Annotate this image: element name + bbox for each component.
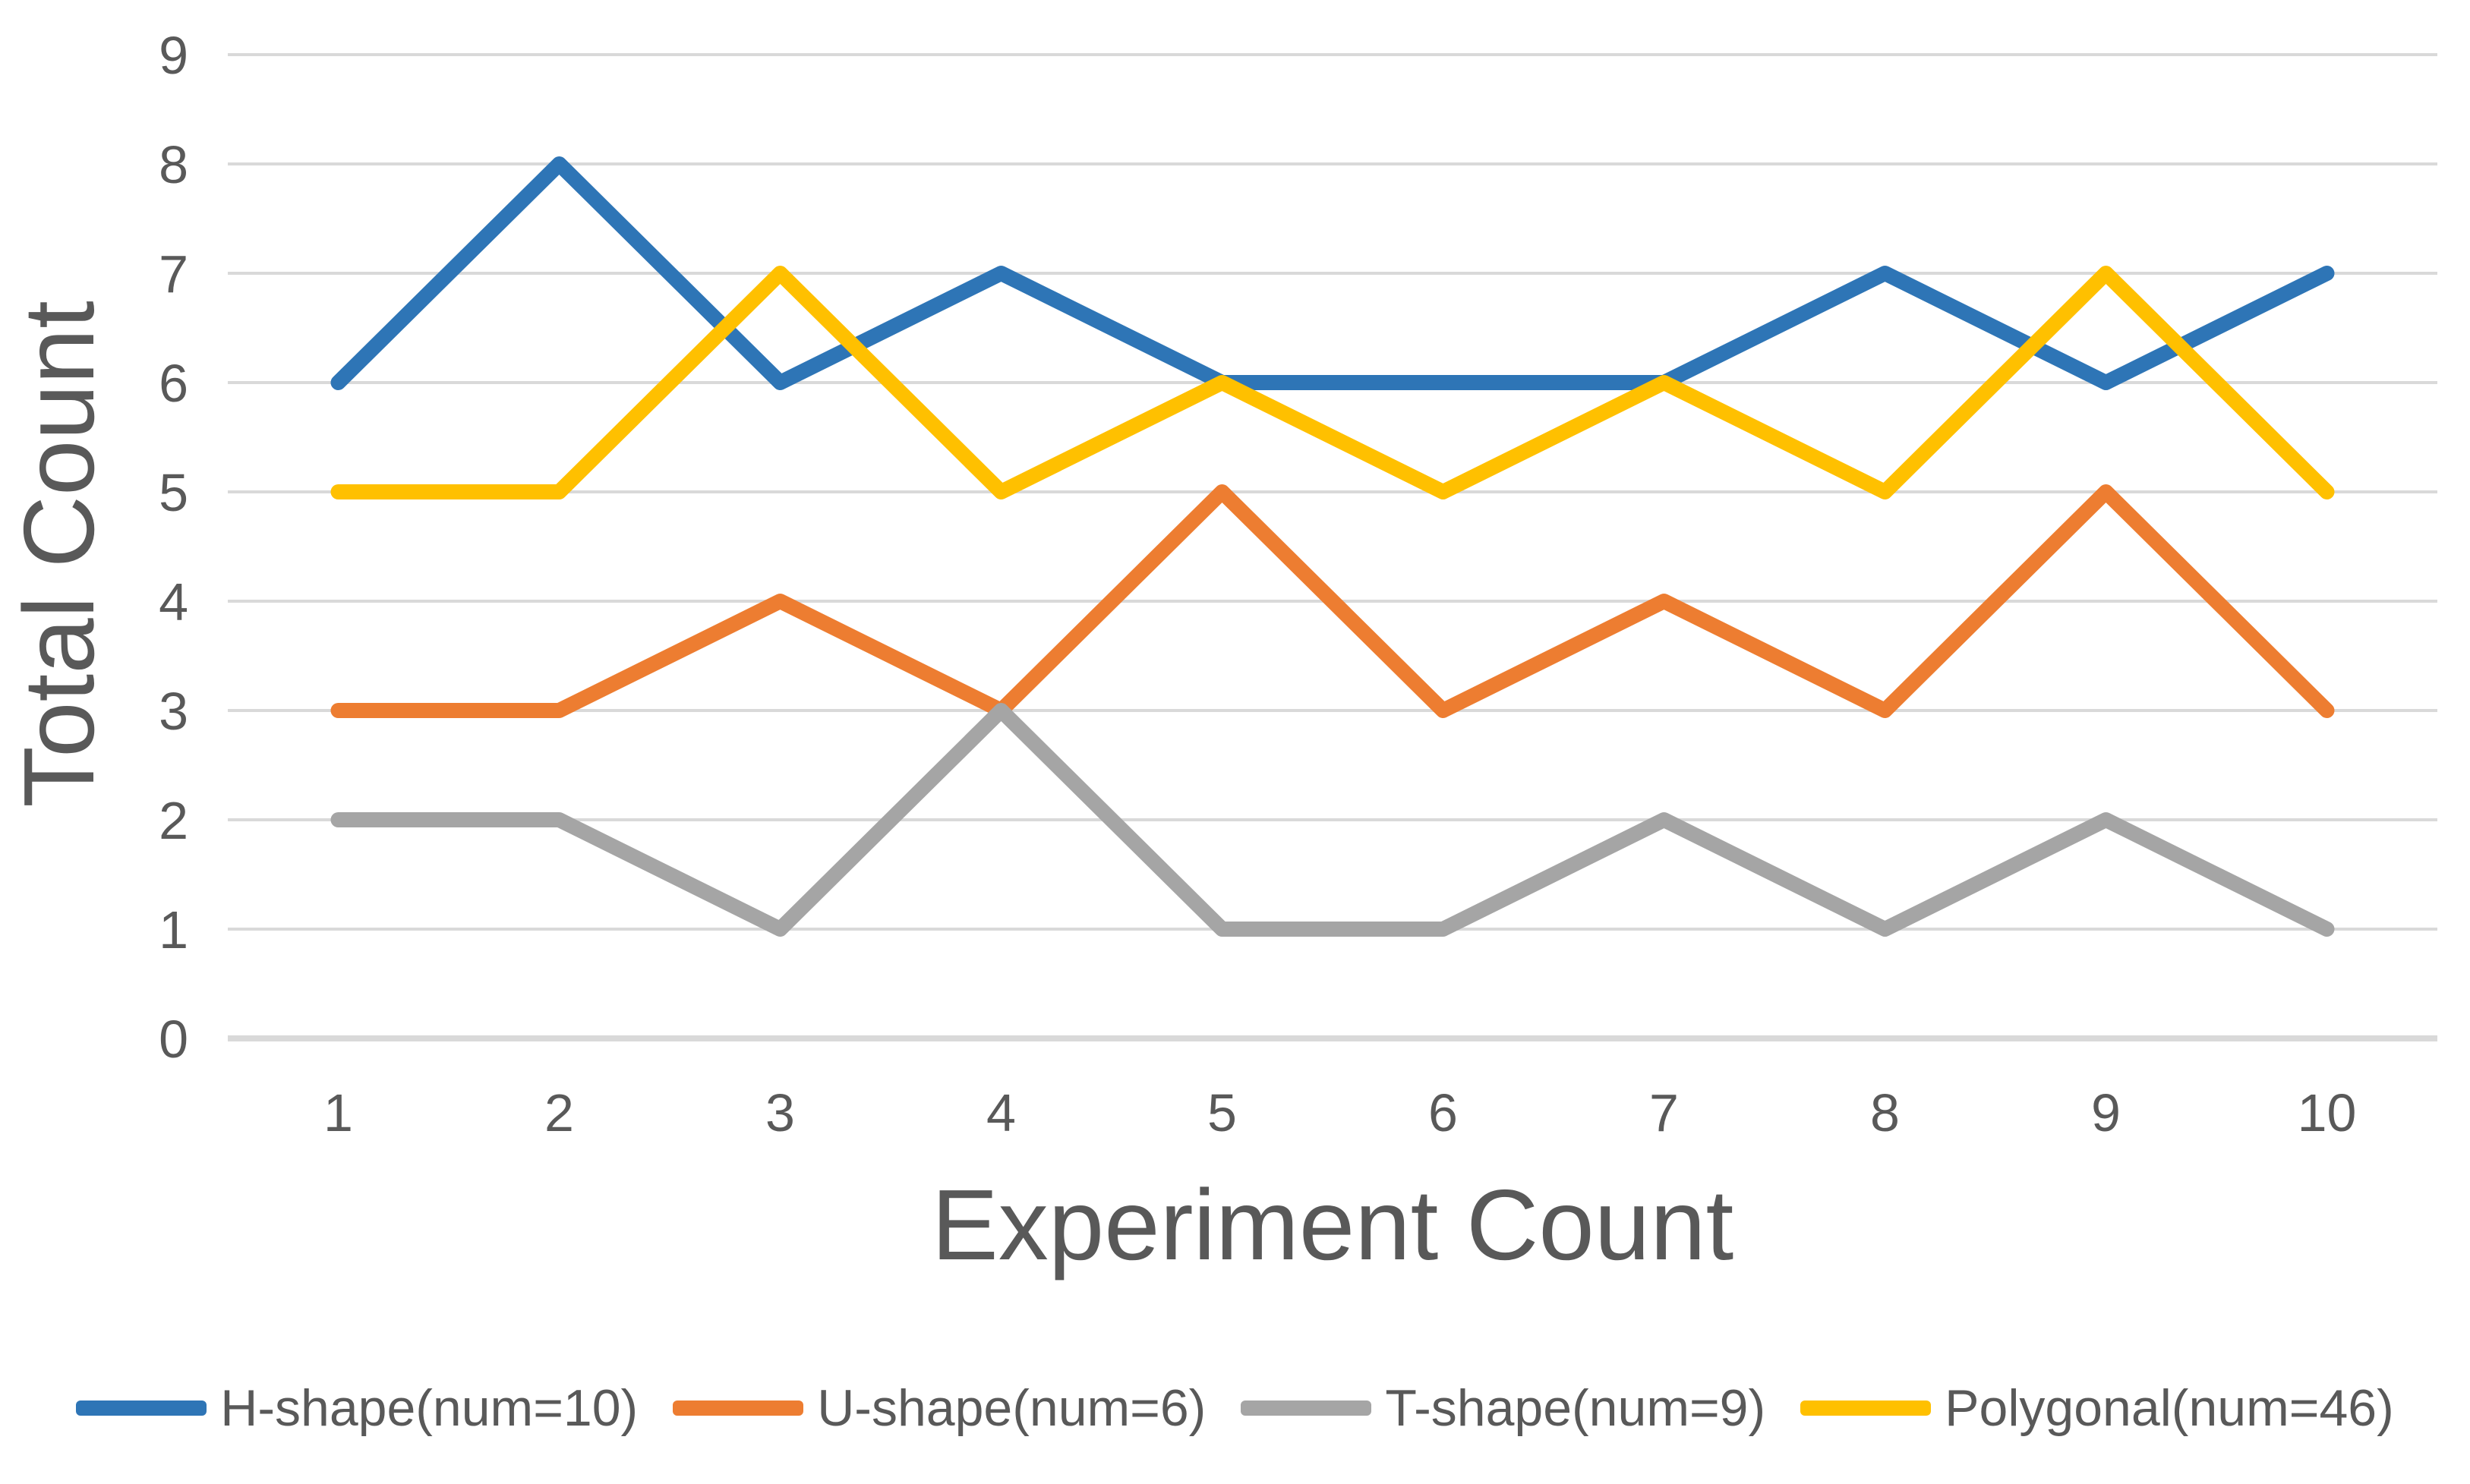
y-tick-label: 1	[159, 900, 188, 959]
y-tick-label: 6	[159, 354, 188, 413]
y-tick-label: 3	[159, 682, 188, 741]
x-tick-label: 3	[765, 1083, 795, 1142]
series-line-u-shape-num-6	[330, 484, 2335, 718]
y-tick-label: 2	[159, 791, 188, 850]
x-tick-label: 1	[323, 1083, 353, 1142]
y-tick-label: 4	[159, 572, 188, 632]
y-tick-label: 0	[159, 1010, 188, 1069]
x-tick-label: 5	[1207, 1083, 1237, 1142]
y-tick-label: 5	[159, 463, 188, 522]
legend-swatch-u-shape-num-6	[673, 1401, 804, 1416]
legend-item-u-shape-num-6: U-shape(num=6)	[673, 1378, 1206, 1438]
legend-label: Polygonal(num=46)	[1945, 1379, 2394, 1437]
y-tick-label: 9	[159, 26, 188, 85]
x-axis-title: Experiment Count	[931, 1169, 1734, 1281]
y-tick-label: 8	[159, 135, 188, 194]
legend-swatch-h-shape-num-10	[76, 1401, 207, 1416]
legend-item-t-shape-num-9: T-shape(num=9)	[1241, 1378, 1765, 1438]
legend-item-polygonal-num-46: Polygonal(num=46)	[1800, 1378, 2394, 1438]
series-line-t-shape-num-9	[330, 703, 2335, 937]
legend: H-shape(num=10) U-shape(num=6) T-shape(num…	[0, 1378, 2470, 1438]
series-line-h-shape-num-10	[330, 156, 2335, 390]
x-tick-label: 2	[544, 1083, 574, 1142]
x-tick-label: 4	[986, 1083, 1016, 1142]
x-tick-label: 6	[1428, 1083, 1458, 1142]
y-tick-label: 7	[159, 244, 188, 304]
x-tick-label: 9	[2091, 1083, 2121, 1142]
legend-label: T-shape(num=9)	[1385, 1379, 1766, 1437]
legend-swatch-polygonal-num-46	[1800, 1401, 1932, 1416]
legend-swatch-t-shape-num-9	[1241, 1401, 1372, 1416]
legend-label: U-shape(num=6)	[817, 1379, 1207, 1437]
y-axis-title: Total Count	[3, 301, 115, 808]
legend-label: H-shape(num=10)	[220, 1379, 639, 1437]
x-tick-label: 10	[2298, 1083, 2357, 1142]
series-line-polygonal-num-46	[330, 266, 2335, 499]
x-tick-label: 7	[1649, 1083, 1679, 1142]
legend-item-h-shape-num-10: H-shape(num=10)	[76, 1378, 638, 1438]
x-tick-label: 8	[1870, 1083, 1900, 1142]
